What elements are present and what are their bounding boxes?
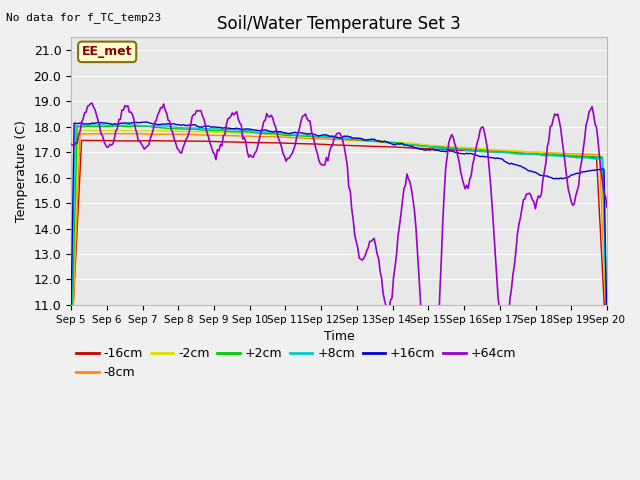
Text: EE_met: EE_met bbox=[82, 46, 132, 59]
Legend: -16cm, -8cm, -2cm, +2cm, +8cm, +16cm, +64cm: -16cm, -8cm, -2cm, +2cm, +8cm, +16cm, +6… bbox=[71, 342, 521, 384]
Title: Soil/Water Temperature Set 3: Soil/Water Temperature Set 3 bbox=[217, 15, 461, 33]
Text: No data for f_TC_temp23: No data for f_TC_temp23 bbox=[6, 12, 162, 23]
Y-axis label: Temperature (C): Temperature (C) bbox=[15, 120, 28, 222]
X-axis label: Time: Time bbox=[324, 330, 355, 343]
